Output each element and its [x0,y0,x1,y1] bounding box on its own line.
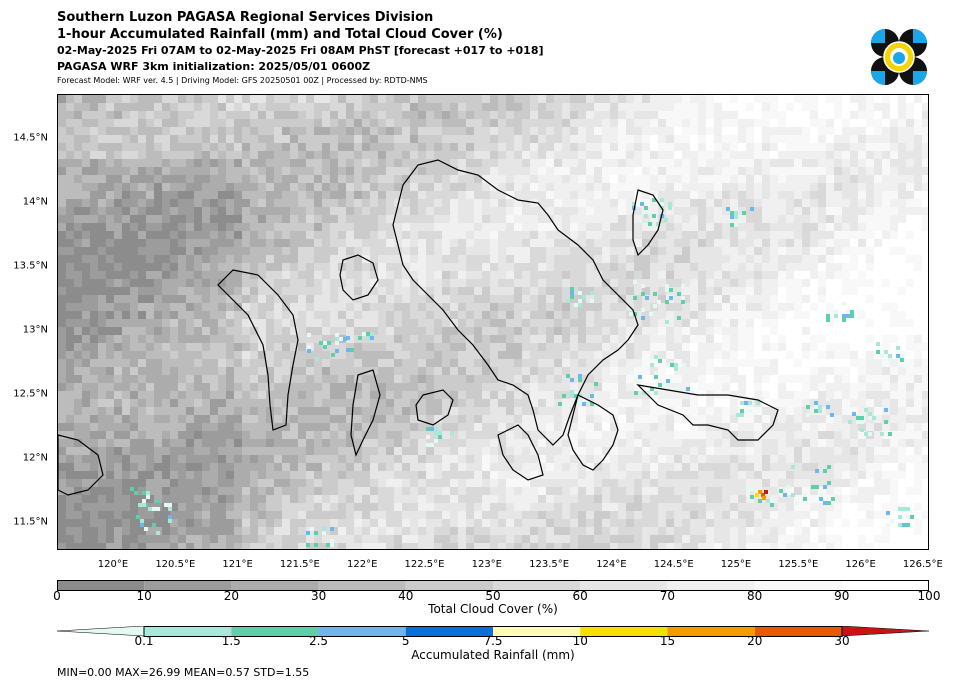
rainfall-colorbar-title: Accumulated Rainfall (mm) [411,648,575,662]
rain-colorbar-segment [318,626,406,636]
rain-colorbar-segment [667,626,755,636]
lon-label: 125°E [720,559,752,570]
map-title: Southern Luzon PAGASA Regional Services … [57,10,434,25]
pagasa-logo-icon [871,29,927,85]
rainfall-cloud-map[interactable] [57,94,929,550]
coastline-2 [632,189,664,257]
cloud-colorbar-segment [841,580,929,590]
lon-label: 121°E [222,559,253,570]
lat-label: 14°N [22,196,48,208]
cloud-colorbar-segment [580,580,668,590]
lon-label: 120.5°E [155,559,196,570]
lon-label: 126°E [845,559,876,570]
map-subtitle: 1-hour Accumulated Rainfall (mm) and Tot… [57,27,503,42]
coastline-5 [217,269,299,431]
model-info: Forecast Model: WRF ver. 4.5 | Driving M… [57,76,428,85]
cloud-colorbar-tick: 40 [398,589,414,603]
coastline-0 [392,159,639,446]
lat-label: 12°N [22,452,48,464]
rain-colorbar-tick: 15 [659,634,676,648]
lat-label: 13.5°N [13,260,48,272]
rain-colorbar-segment [405,626,493,636]
cloud-colorbar-tick: 0 [53,589,61,603]
valid-time: 02-May-2025 Fri 07AM to 02-May-2025 Fri … [57,44,544,57]
lon-label: 123.5°E [529,559,570,570]
lat-label: 11.5°N [13,516,48,528]
cloud-cover-field [58,95,928,549]
cloud-colorbar-tick: 90 [834,589,850,603]
lon-label: 122°E [346,559,378,570]
coastline-6 [350,369,381,457]
lon-label: 120°E [97,559,129,570]
cloud-colorbar-tick: 50 [485,589,501,603]
lon-label: 125.5°E [778,559,819,570]
cloud-colorbar-segment [493,580,581,590]
rain-colorbar-tick: 20 [747,634,763,648]
rain-colorbar-tick: 1.5 [221,634,241,648]
cloud-colorbar-segment [405,580,493,590]
rain-colorbar-tick: 10 [572,634,588,648]
initialization-text: PAGASA WRF 3km initialization: 2025/05/0… [57,60,371,73]
lon-label: 123°E [471,559,502,570]
lat-label: 13°N [22,324,48,336]
coastline-9 [58,434,104,496]
cloud-colorbar-segment [667,580,755,590]
rain-colorbar-segment [580,626,668,636]
cloud-cover-colorbar-title: Total Cloud Cover (%) [428,602,558,616]
cloud-colorbar-segment [57,580,145,590]
coastline-7 [636,384,779,441]
cloud-colorbar-tick: 80 [746,589,763,603]
lon-label: 124°E [596,559,627,570]
lat-label: 14.5°N [13,132,48,144]
rain-colorbar-segment [231,626,319,636]
rainfall-cells [130,198,914,547]
rain-colorbar-tick: 7.5 [483,634,503,648]
coastline-1 [567,394,619,471]
coastline-8 [497,424,544,481]
lon-label: 126.5°E [902,559,943,570]
cloud-colorbar-tick: 100 [917,589,941,603]
cloud-colorbar-segment [231,580,319,590]
coastlines [58,159,779,496]
rain-colorbar-segment [144,626,232,636]
rain-colorbar-tick: 30 [834,634,850,648]
lon-label: 124.5°E [653,559,694,570]
rain-colorbar-tick: 5 [401,634,410,648]
rain-colorbar-segment [493,626,581,636]
coastline-4 [415,389,454,426]
rain-colorbar-extend-low [57,626,145,637]
cloud-colorbar-tick: 30 [310,589,327,603]
statistics-text: MIN=0.00 MAX=26.99 MEAN=0.57 STD=1.55 [57,666,310,679]
rain-colorbar-segment [754,626,842,636]
cloud-colorbar-segment [754,580,842,590]
rain-colorbar-extend-high [841,626,930,637]
map-canvas [58,95,928,549]
cloud-colorbar-segment [144,580,232,590]
coastline-3 [339,254,379,301]
cloud-colorbar-tick: 60 [572,589,588,603]
cloud-colorbar-tick: 70 [659,589,676,603]
cloud-colorbar-segment [318,580,406,590]
cloud-cover-colorbar [57,580,929,591]
cloud-colorbar-tick: 10 [136,589,152,603]
cloud-colorbar-tick: 20 [223,589,240,603]
rain-colorbar-tick: 0.1 [134,634,154,648]
lon-label: 122.5°E [404,559,445,570]
lon-label: 121.5°E [279,559,320,570]
lat-label: 12.5°N [13,388,48,400]
rainfall-colorbar [57,626,930,637]
rain-colorbar-tick: 2.5 [308,634,329,648]
